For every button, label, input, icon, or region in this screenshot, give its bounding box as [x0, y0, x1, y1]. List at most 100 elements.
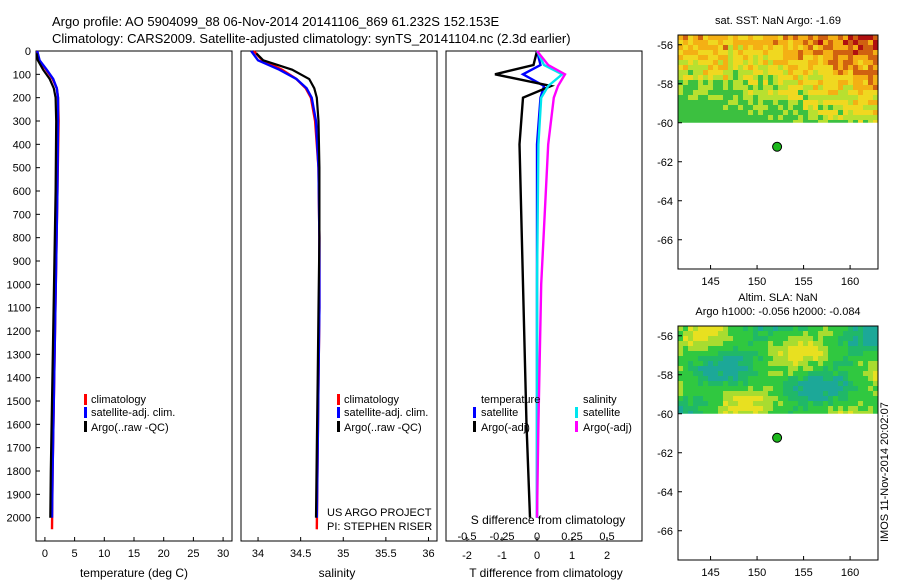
- sla-map-cell: [763, 386, 768, 391]
- sla-map-cell: [788, 411, 793, 414]
- sla-map-cell: [748, 391, 753, 396]
- sst-map-cell: [683, 115, 688, 120]
- sla-map-cell: [733, 351, 738, 356]
- sst-map-cell: [838, 115, 843, 120]
- sla-map-cell: [788, 341, 793, 346]
- sla-map-cell: [808, 391, 813, 396]
- sla-map-cell: [818, 381, 823, 386]
- depth-tick-label: 1300: [7, 349, 31, 361]
- sst-map-cell: [773, 45, 778, 50]
- sst-map-cell: [758, 80, 763, 85]
- sst-map-cell: [788, 40, 793, 45]
- sst-map-cell: [803, 60, 808, 65]
- sst-map-cell: [718, 110, 723, 115]
- sst-map-cell: [808, 60, 813, 65]
- sst-map-cell: [793, 65, 798, 70]
- sla-map-cell: [763, 371, 768, 376]
- sst-map-cell: [768, 75, 773, 80]
- sst-map-cell: [708, 120, 713, 123]
- sst-map-cell: [833, 50, 838, 55]
- sla-map-cell: [808, 361, 813, 366]
- sst-map-cell: [823, 120, 828, 123]
- sst-map-cell: [758, 40, 763, 45]
- sla-map-cell: [683, 346, 688, 351]
- sst-map-cell: [763, 105, 768, 110]
- sst-map-frame: [677, 34, 879, 270]
- sla-map-cell: [848, 346, 853, 351]
- sst-map-cell: [733, 45, 738, 50]
- sla-map-cell: [763, 346, 768, 351]
- sst-map-cell: [778, 75, 783, 80]
- sst-map-cell: [798, 120, 803, 123]
- sla-map-cell: [718, 346, 723, 351]
- sst-map-cell: [803, 55, 808, 60]
- sla-map-cell: [678, 386, 683, 391]
- sla-map-cell: [693, 401, 698, 406]
- sst-map-cell: [688, 35, 693, 40]
- sst-map-cell: [788, 65, 793, 70]
- sst-map-cell: [813, 65, 818, 70]
- sla-map-cell: [728, 341, 733, 346]
- sla-map-cell: [748, 401, 753, 406]
- sla-map-cell: [783, 386, 788, 391]
- sst-map-cell: [848, 95, 853, 100]
- sla-map-cell: [788, 406, 793, 411]
- sst-map-cell: [683, 55, 688, 60]
- sla-map-cell: [708, 341, 713, 346]
- sla-map-cell: [768, 406, 773, 411]
- sla-map-cell: [728, 406, 733, 411]
- sla-map-cell: [713, 341, 718, 346]
- sst-map-cell: [723, 65, 728, 70]
- sst-map-xtick-label: 160: [841, 276, 859, 288]
- sst-map-cell: [683, 35, 688, 40]
- sla-map-cell: [708, 401, 713, 406]
- sla-map-cell: [743, 401, 748, 406]
- sst-map-cell: [693, 115, 698, 120]
- sla-map-cell: [823, 401, 828, 406]
- sst-map-cell: [678, 40, 683, 45]
- sla-map-cell: [838, 396, 843, 401]
- sla-map-cell: [743, 411, 748, 414]
- sst-map-cell: [873, 115, 878, 120]
- sst-map-cell: [818, 90, 823, 95]
- temperature-xtick-label: 10: [98, 548, 110, 560]
- sst-map-cell: [708, 50, 713, 55]
- sla-map-cell: [858, 356, 863, 361]
- sla-map-cell: [798, 391, 803, 396]
- sst-map-cell: [783, 85, 788, 90]
- sst-map-cell: [703, 90, 708, 95]
- legend-swatch-satellite: [84, 407, 87, 418]
- sst-map-cell: [753, 50, 758, 55]
- sst-map-cell: [678, 115, 683, 120]
- sla-map-cell: [843, 401, 848, 406]
- sla-map-cell: [713, 331, 718, 336]
- sla-map-cell: [688, 396, 693, 401]
- sst-map-cell: [853, 80, 858, 85]
- sst-map-cell: [803, 120, 808, 123]
- sla-map-cell: [853, 396, 858, 401]
- sst-map-cell: [773, 95, 778, 100]
- temperature-xtick-label: 20: [158, 548, 170, 560]
- sla-map-cell: [693, 356, 698, 361]
- sla-map-cell: [683, 386, 688, 391]
- sla-map-cell: [848, 351, 853, 356]
- sst-map-cell: [813, 90, 818, 95]
- sst-map-cell: [873, 55, 878, 60]
- sla-map-cell: [863, 411, 868, 414]
- sla-map-cell: [688, 386, 693, 391]
- sla-map-cell: [763, 391, 768, 396]
- sst-map-cell: [698, 55, 703, 60]
- sla-map-cell: [873, 381, 878, 386]
- sla-map-cell: [873, 391, 878, 396]
- sla-map-cell: [863, 386, 868, 391]
- sst-map-cell: [723, 115, 728, 120]
- sst-map-cell: [853, 90, 858, 95]
- sla-map-cell: [783, 351, 788, 356]
- sst-map-cell: [853, 120, 858, 123]
- sst-map-cell: [703, 40, 708, 45]
- sst-map-cell: [763, 110, 768, 115]
- sla-map-cell: [808, 396, 813, 401]
- sst-map-cell: [723, 45, 728, 50]
- sst-map-cell: [808, 80, 813, 85]
- sst-map-cell: [718, 65, 723, 70]
